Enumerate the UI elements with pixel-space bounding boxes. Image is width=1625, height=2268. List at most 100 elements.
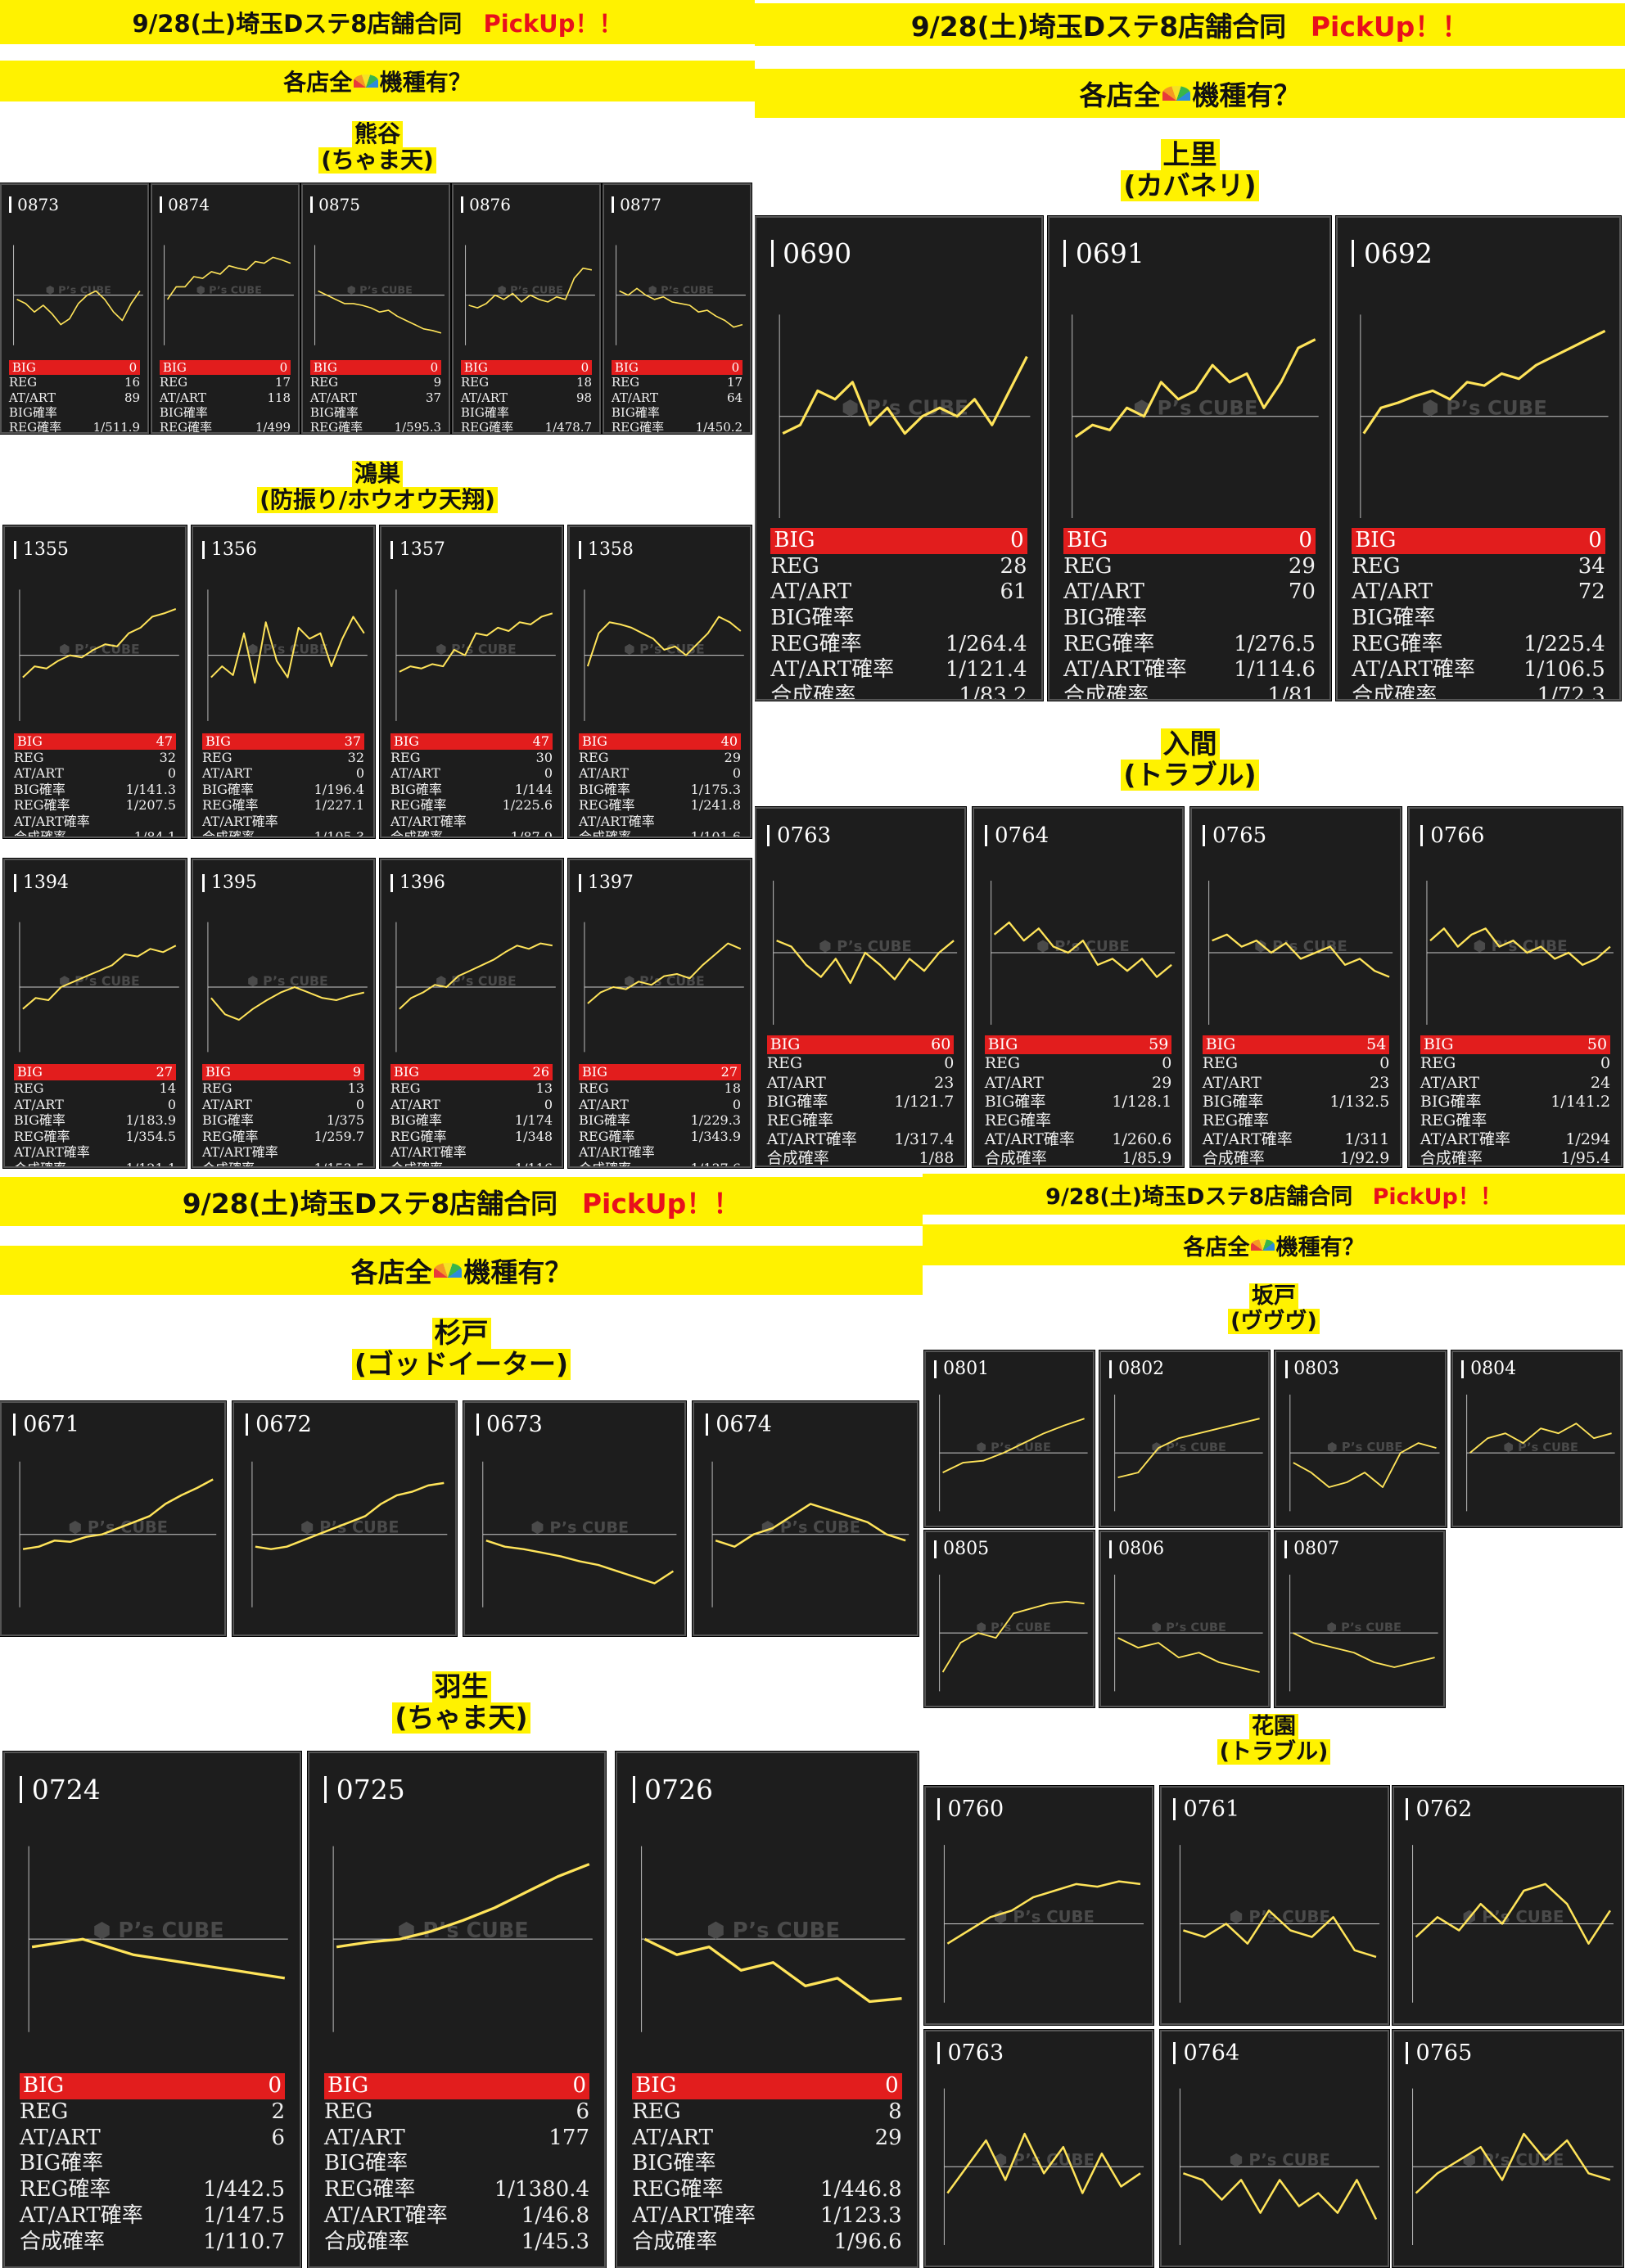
- stat-value: 118: [267, 390, 291, 405]
- stat-value: 14: [159, 1080, 176, 1096]
- slump-line: [399, 612, 553, 673]
- event-header: 9/28(土)埼玉Dステ8店舗合同 PickUp！！: [0, 0, 755, 44]
- stat-value: 0: [885, 2073, 899, 2099]
- stat-row: AT/ART 0: [202, 1097, 364, 1113]
- stat-label: BIG確率: [579, 1112, 630, 1129]
- machine-number: 0691: [1063, 239, 1144, 267]
- stat-row: REG 8: [632, 2099, 901, 2126]
- stat-value: 1/123.3: [819, 2203, 902, 2228]
- stat-label: REG確率: [390, 1128, 447, 1144]
- stat-label: AT/ART確率: [324, 2203, 448, 2228]
- stat-value: 1/141.3: [125, 781, 176, 797]
- stat-row: 合成確率 1/81: [1063, 683, 1316, 699]
- pscube-watermark-icon: ⬢ P’s CUBE: [648, 285, 714, 297]
- stat-value: 1/175.3: [690, 781, 741, 797]
- stat-label: AT/ART確率: [766, 1130, 857, 1149]
- machine-card: 0807 ⬢ P’s CUBE: [1274, 1530, 1446, 1708]
- slump-line: [946, 1880, 1141, 1945]
- machine-card: 0725 ⬢ P’s CUBE BIG 0 REG 6 AT/ART 177 BIG確率 REG確…: [307, 1751, 607, 2268]
- stat-row: REG 29: [579, 750, 741, 766]
- stat-row: REG 28: [770, 554, 1027, 580]
- stat-row: 合成確率 1/95.4: [1420, 1149, 1610, 1166]
- stat-value: 13: [347, 1080, 364, 1096]
- stat-row: AT/ART確率: [202, 814, 364, 830]
- stat-row: REG 29: [1063, 554, 1316, 580]
- stat-row: BIG 0: [8, 360, 141, 376]
- stat-row: REG確率 1/264.4: [770, 632, 1027, 658]
- stat-label: BIG: [162, 360, 187, 376]
- pscube-watermark-icon: ⬢ P’s CUBE: [93, 1919, 223, 1943]
- stat-label: AT/ART: [390, 765, 440, 782]
- stat-row: AT/ART 70: [1063, 579, 1316, 606]
- stat-value: 1/375: [326, 1112, 364, 1129]
- stat-value: 1/225.6: [502, 797, 553, 814]
- machine-card: 1356 ⬢ P’s CUBE BIG 37 REG 32 AT/ART 0 BIG確率 1/19…: [191, 525, 376, 839]
- stat-row: REG 13: [390, 1080, 553, 1097]
- rainbow-icon: [433, 1262, 463, 1278]
- stat-value: 0: [167, 765, 176, 782]
- slump-line: [1429, 927, 1611, 966]
- stat-row: BIG確率 1/121.7: [767, 1093, 955, 1111]
- slump-graph: ⬢ P’s CUBE: [1466, 1394, 1615, 1512]
- stat-label: AT/ART: [1420, 1073, 1480, 1092]
- stat-label: REG確率: [1420, 1111, 1487, 1129]
- stat-row: BIG 0: [611, 360, 743, 376]
- slump-graph: ⬢ P’s CUBE: [207, 589, 368, 721]
- stat-value: 0: [167, 1096, 176, 1112]
- pscube-watermark-icon: ⬢ P’s CUBE: [1230, 2150, 1330, 2169]
- stat-value: 0: [1010, 527, 1024, 552]
- stat-label: AT/ART: [8, 390, 56, 405]
- stat-row: 合成確率 1/72.3: [1352, 683, 1605, 699]
- stat-value: 1/128.1: [1112, 1092, 1172, 1111]
- stat-label: BIG確率: [390, 781, 442, 797]
- stat-value: 0: [544, 765, 553, 782]
- event-title: 9/28(土)埼玉Dステ8店舗合同: [1045, 1184, 1353, 1210]
- event-header: 9/28(土)埼玉Dステ8店舗合同 PickUp！！: [923, 1174, 1625, 1215]
- stat-label: BIG確率: [202, 781, 254, 797]
- slump-graph: ⬢ P’s CUBE: [711, 1461, 910, 1607]
- pickup-label: PickUp！！: [483, 10, 623, 38]
- machine-card: 0805 ⬢ P’s CUBE: [923, 1530, 1095, 1708]
- stat-value: 0: [544, 1096, 553, 1112]
- stat-label: AT/ART確率: [770, 657, 895, 683]
- stat-label: REG確率: [324, 2177, 416, 2203]
- machine-number: 0674: [705, 1413, 772, 1436]
- stat-value: 18: [724, 1080, 741, 1096]
- stat-label: AT/ART: [159, 390, 206, 405]
- stat-row: REG 17: [612, 375, 743, 390]
- stat-value: 1/116: [515, 1161, 553, 1166]
- stat-row: AT/ART確率 1/106.5: [1352, 657, 1605, 683]
- stat-value: 17: [727, 375, 743, 390]
- stat-value: 30: [535, 749, 553, 765]
- machine-number: 0692: [1352, 239, 1433, 267]
- machine-number: 0762: [1406, 1798, 1472, 1821]
- stat-value: 8: [888, 2099, 902, 2124]
- slump-line: [1182, 2172, 1378, 2221]
- stat-value: 29: [724, 749, 741, 765]
- machine-number: 0803: [1284, 1359, 1339, 1378]
- machine-number: 0672: [245, 1413, 312, 1436]
- stat-label: 合成確率: [390, 829, 444, 838]
- stat-row: REG 34: [1352, 554, 1605, 580]
- stat-row: REG確率 1/446.8: [632, 2177, 901, 2203]
- stat-label: BIG確率: [984, 1092, 1046, 1111]
- stat-label: AT/ART確率: [20, 2203, 143, 2228]
- machine-card: 0877 ⬢ P’s CUBE BIG 0 REG 17 AT/ART 64 BIG確率 REG確…: [602, 183, 752, 435]
- stats-table: BIG0REG9AT/ART37BIG確率REG確率1/595.3AT/ART確…: [309, 360, 442, 432]
- stat-value: 0: [732, 765, 741, 782]
- slump-line: [22, 1478, 214, 1550]
- stat-label: BIG: [1355, 527, 1397, 552]
- machine-card: 0764 ⬢ P’s CUBE BIG 59 REG 0 AT/ART 29 BIG確率 1/12…: [972, 806, 1185, 1168]
- stat-row: AT/ART確率 1/46.8: [324, 2203, 589, 2230]
- stat-value: 89: [124, 390, 141, 405]
- slump-graph: ⬢ P’s CUBE: [1072, 314, 1319, 519]
- stat-label: REG: [1063, 553, 1113, 579]
- stat-value: 1/144: [514, 781, 553, 797]
- stat-row: AT/ART確率: [579, 1144, 741, 1161]
- stat-row: BIG確率 1/375: [202, 1112, 364, 1129]
- machine-number: 0801: [934, 1359, 989, 1378]
- pickup-label: PickUp！！: [1310, 11, 1469, 43]
- stat-row: AT/ART確率: [390, 814, 553, 830]
- stat-label: AT/ART: [460, 390, 508, 405]
- stat-value: 47: [532, 733, 549, 750]
